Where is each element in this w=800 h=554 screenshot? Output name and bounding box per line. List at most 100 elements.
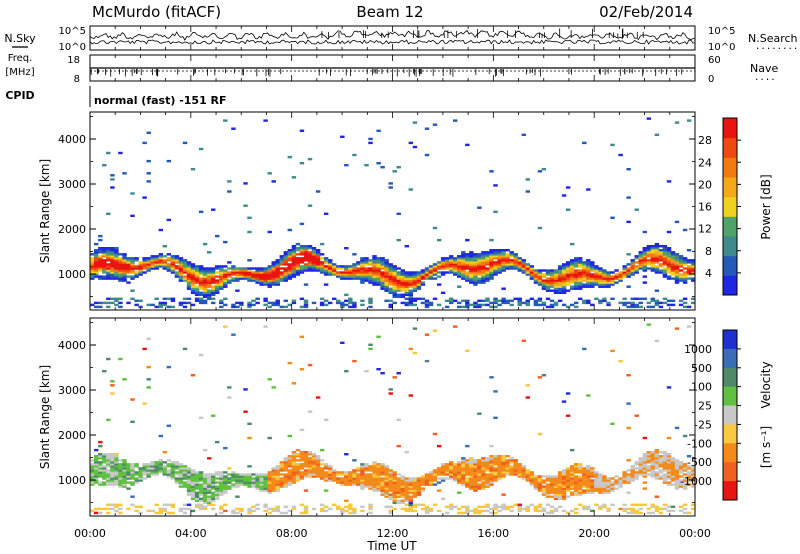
power-cell: [497, 299, 502, 303]
power-cell: [561, 303, 567, 307]
velocity-cell: [130, 420, 135, 424]
velocity-cell: [602, 481, 607, 484]
power-cell: [360, 267, 365, 270]
power-cell: [360, 263, 365, 266]
velocity-cell: [102, 453, 107, 456]
power-cell: [630, 273, 635, 276]
velocity-cell: [178, 483, 184, 486]
velocity-cell: [509, 465, 514, 468]
power-cell: [287, 271, 293, 274]
velocity-cell: [505, 459, 510, 462]
velocity-cell: [654, 509, 660, 513]
velocity-cell: [146, 473, 151, 476]
power-cell: [565, 263, 571, 266]
velocity-cell: [626, 475, 631, 478]
velocity-cell: [110, 475, 115, 478]
velocity-cell: [654, 451, 660, 454]
power-cell: [501, 267, 506, 270]
power-cell: [202, 287, 208, 290]
power-cell: [263, 283, 268, 286]
velocity-cell: [102, 477, 107, 480]
power-cell: [678, 261, 684, 264]
power-cell: [610, 283, 615, 286]
power-cell: [299, 253, 305, 256]
velocity-cell: [106, 503, 111, 507]
velocity-cell: [178, 479, 184, 482]
velocity-cell: [388, 475, 393, 478]
power-cell: [186, 269, 192, 272]
power-cell: [231, 271, 236, 274]
velocity-cell: [654, 457, 660, 460]
velocity-cell: [525, 475, 531, 478]
velocity-cell: [477, 471, 482, 474]
velocity-cell: [275, 471, 280, 474]
velocity-cell: [190, 485, 196, 488]
power-cell: [432, 263, 438, 266]
power-cell: [525, 263, 531, 266]
velocity-cell: [654, 339, 660, 343]
velocity-cell: [654, 455, 660, 458]
power-cell: [469, 259, 474, 262]
power-cell: [315, 265, 321, 268]
velocity-cell: [267, 473, 272, 476]
velocity-cell: [223, 475, 228, 478]
velocity-cell: [481, 461, 486, 464]
velocity-cell: [565, 392, 571, 395]
power-cell: [142, 271, 147, 274]
velocity-cell: [142, 467, 147, 470]
power-cell: [186, 261, 192, 264]
power-cell: [372, 261, 377, 264]
velocity-cell: [553, 487, 559, 490]
power-cell: [477, 261, 482, 264]
velocity-cell: [388, 471, 393, 474]
velocity-cell: [666, 475, 672, 478]
power-cell: [691, 297, 696, 301]
power-cell: [529, 265, 535, 268]
velocity-cell: [106, 469, 111, 472]
power-colorbar-segment: [723, 177, 737, 198]
velocity-cell: [654, 465, 660, 468]
velocity-cell: [461, 465, 466, 468]
velocity-cell: [465, 507, 470, 511]
velocity-cell: [408, 483, 414, 486]
velocity-cell: [432, 329, 438, 332]
power-cell: [388, 289, 393, 292]
power-cell: [646, 117, 652, 120]
velocity-cell: [118, 511, 123, 515]
velocity-cell: [396, 489, 401, 492]
velocity-cell: [594, 487, 599, 490]
power-cell: [626, 275, 631, 278]
power-cell: [275, 281, 280, 284]
power-cell: [162, 267, 168, 270]
velocity-cell: [666, 453, 672, 456]
power-cell: [509, 303, 514, 307]
velocity-cell: [630, 479, 635, 482]
power-cell: [307, 247, 313, 250]
velocity-colorbar-segment: [723, 348, 737, 369]
velocity-cell: [303, 465, 309, 468]
velocity-cell: [287, 463, 293, 466]
power-cell: [114, 249, 119, 252]
velocity-cell: [646, 459, 652, 462]
power-colorbar-tick-label: 20: [698, 178, 712, 191]
power-cell: [634, 257, 639, 260]
velocity-cell: [493, 455, 498, 458]
power-cell: [400, 295, 406, 299]
power-cell: [352, 305, 357, 309]
power-cell: [634, 261, 639, 264]
power-cell: [392, 170, 397, 173]
power-cell: [198, 293, 204, 297]
velocity-cell: [469, 469, 474, 472]
power-cell: [686, 261, 692, 264]
power-cell: [489, 275, 494, 278]
power-cell: [340, 273, 345, 276]
velocity-cell: [473, 463, 478, 466]
power-cell: [239, 275, 244, 278]
velocity-cell: [323, 418, 329, 422]
velocity-cell: [533, 481, 539, 484]
velocity-cell: [259, 483, 264, 486]
power-cell: [582, 273, 587, 276]
power-cell: [275, 259, 280, 262]
velocity-cell: [110, 473, 115, 476]
power-cell: [336, 299, 341, 303]
